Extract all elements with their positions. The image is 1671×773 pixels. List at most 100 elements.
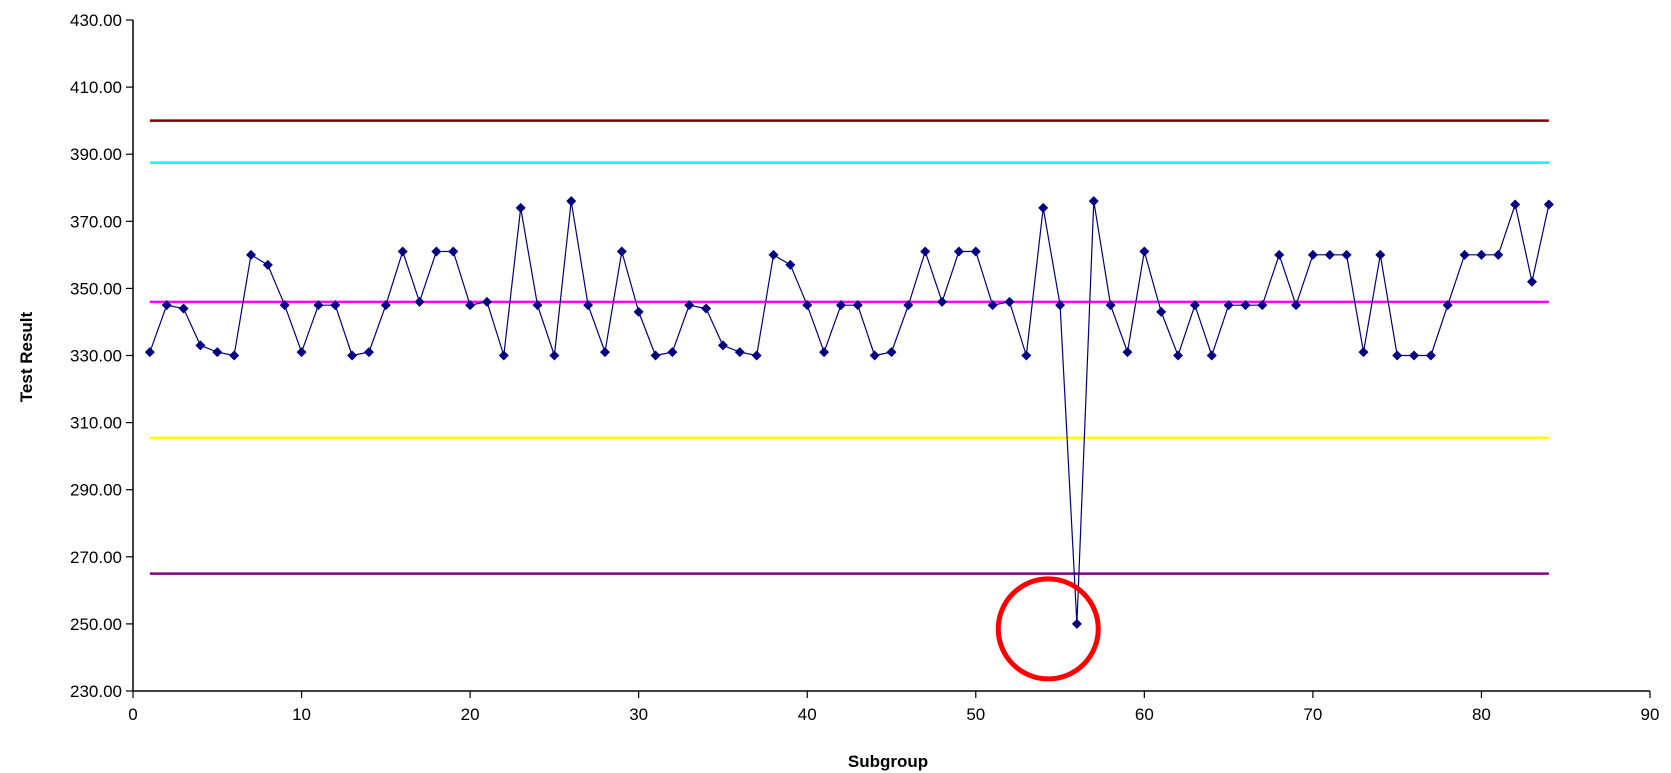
data-point xyxy=(1392,350,1403,361)
data-point xyxy=(684,300,695,311)
x-tick-label: 60 xyxy=(1135,705,1154,724)
data-point xyxy=(212,347,223,358)
data-point xyxy=(1004,296,1015,307)
x-tick-label: 50 xyxy=(966,705,985,724)
data-point xyxy=(1358,347,1369,358)
data-point xyxy=(1307,249,1318,260)
data-point xyxy=(144,347,155,358)
y-tick-label: 370.00 xyxy=(70,212,122,231)
data-point xyxy=(363,347,374,358)
y-tick-label: 330.00 xyxy=(70,347,122,366)
data-point xyxy=(1105,300,1116,311)
data-point xyxy=(296,347,307,358)
data-point xyxy=(1510,199,1521,210)
x-tick-label: 0 xyxy=(128,705,137,724)
data-point xyxy=(1324,249,1335,260)
data-point xyxy=(161,300,172,311)
data-point xyxy=(970,246,981,257)
data-point xyxy=(650,350,661,361)
data-point xyxy=(1459,249,1470,260)
data-point xyxy=(431,246,442,257)
data-point xyxy=(819,347,830,358)
y-axis-title: Test Result xyxy=(17,311,36,402)
data-point xyxy=(802,300,813,311)
data-point xyxy=(920,246,931,257)
data-series xyxy=(144,196,1554,629)
y-tick-label: 290.00 xyxy=(70,481,122,500)
data-point xyxy=(313,300,324,311)
y-tick-label: 250.00 xyxy=(70,615,122,634)
data-point xyxy=(1341,249,1352,260)
data-point xyxy=(717,340,728,351)
data-point xyxy=(1156,306,1167,317)
data-point xyxy=(751,350,762,361)
data-point xyxy=(1122,347,1133,358)
data-point xyxy=(1240,300,1251,311)
data-point xyxy=(886,347,897,358)
data-point xyxy=(1527,276,1538,287)
data-point xyxy=(835,300,846,311)
x-tick-label: 90 xyxy=(1641,705,1660,724)
data-point xyxy=(599,347,610,358)
data-point xyxy=(1493,249,1504,260)
data-point xyxy=(734,347,745,358)
data-point xyxy=(903,300,914,311)
data-point xyxy=(448,246,459,257)
data-point xyxy=(701,303,712,314)
data-point xyxy=(347,350,358,361)
data-point xyxy=(481,296,492,307)
data-point xyxy=(1139,246,1150,257)
data-point xyxy=(1257,300,1268,311)
y-tick-label: 430.00 xyxy=(70,11,122,30)
data-point xyxy=(852,300,863,311)
x-tick-label: 10 xyxy=(292,705,311,724)
y-tick-label: 270.00 xyxy=(70,548,122,567)
data-point xyxy=(987,300,998,311)
data-point xyxy=(785,259,796,270)
data-point xyxy=(1442,300,1453,311)
data-point xyxy=(262,259,273,270)
data-point xyxy=(1055,300,1066,311)
x-tick-group: 0 10 20 30 40 50 60 70 80 90 xyxy=(128,691,1659,724)
data-point xyxy=(229,350,240,361)
x-tick-label: 20 xyxy=(461,705,480,724)
data-point xyxy=(465,300,476,311)
data-point xyxy=(195,340,206,351)
data-point xyxy=(549,350,560,361)
series-line xyxy=(149,201,1550,624)
data-point xyxy=(667,347,678,358)
data-point xyxy=(1291,300,1302,311)
x-tick-label: 80 xyxy=(1472,705,1491,724)
data-point xyxy=(1425,350,1436,361)
data-point xyxy=(1071,618,1082,629)
y-tick-group: 230.00 250.00 270.00 290.00 310.00 330.00 350.… xyxy=(70,11,133,701)
data-point xyxy=(1038,202,1049,213)
data-point xyxy=(616,246,627,257)
data-point xyxy=(1375,249,1386,260)
data-point xyxy=(414,296,425,307)
data-point xyxy=(583,300,594,311)
data-point xyxy=(1223,300,1234,311)
x-axis-title: Subgroup xyxy=(848,752,928,771)
highlight-circle xyxy=(995,576,1101,682)
y-tick-label: 350.00 xyxy=(70,279,122,298)
data-point xyxy=(937,296,948,307)
x-tick-label: 40 xyxy=(798,705,817,724)
data-point xyxy=(245,249,256,260)
reference-lines xyxy=(149,119,1549,575)
data-point xyxy=(566,196,577,207)
y-tick-label: 410.00 xyxy=(70,78,122,97)
data-point xyxy=(1189,300,1200,311)
data-point xyxy=(1173,350,1184,361)
data-point xyxy=(1476,249,1487,260)
data-point xyxy=(1543,199,1554,210)
data-point xyxy=(768,249,779,260)
data-point xyxy=(633,306,644,317)
data-point xyxy=(1409,350,1420,361)
annotations xyxy=(995,576,1101,682)
data-point xyxy=(279,300,290,311)
y-tick-label: 230.00 xyxy=(70,682,122,701)
data-point xyxy=(953,246,964,257)
data-point xyxy=(869,350,880,361)
